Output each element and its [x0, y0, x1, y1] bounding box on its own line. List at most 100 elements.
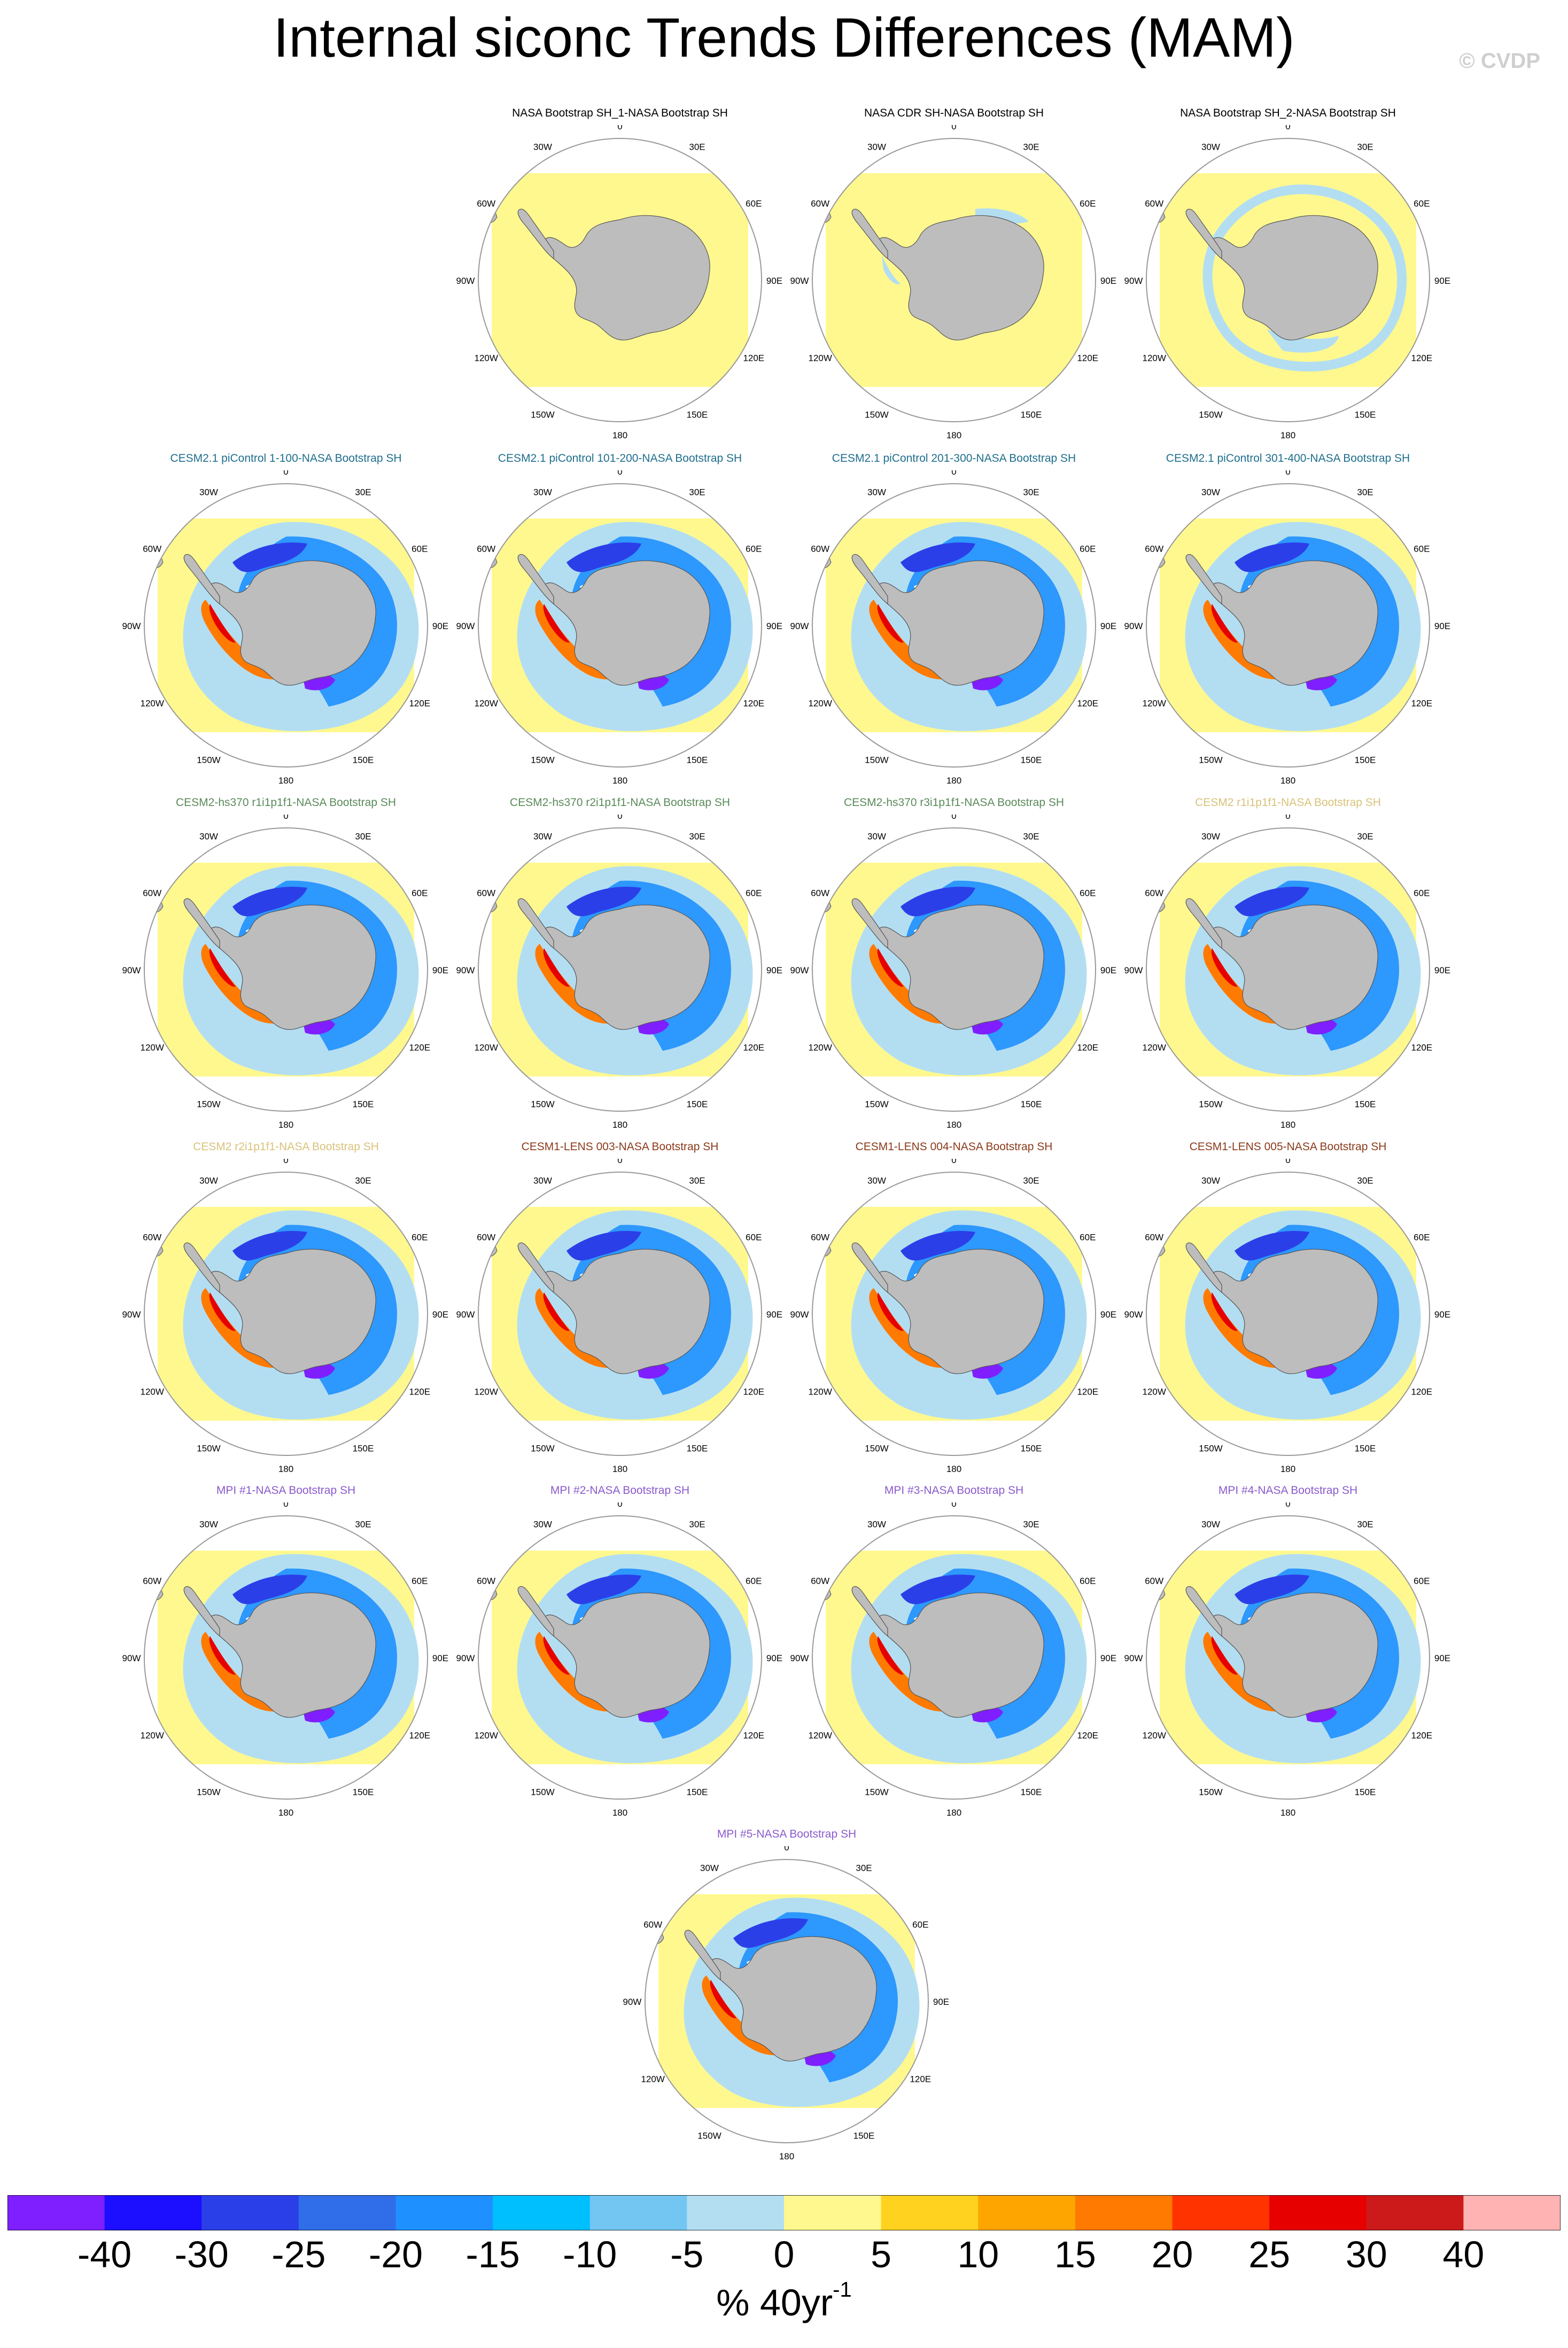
ice-increase-strong [543, 1636, 570, 1675]
colorbar-tick-label: 5 [871, 2234, 892, 2275]
map-panel: CESM2.1 piControl 1-100-NASA Bootstrap S… [115, 452, 457, 784]
colorbar-units: % 40yr-1 [0, 2278, 1568, 2324]
longitude-label: 150W [1199, 1099, 1222, 1109]
longitude-label: 90E [1100, 1653, 1116, 1663]
antarctic-peninsula [517, 554, 554, 605]
longitude-label: 60E [746, 199, 762, 209]
panel-title: CESM2-hs370 r2i1p1f1-NASA Bootstrap SH [509, 796, 731, 809]
map-panel: MPI #4-NASA Bootstrap SH 0 30E 60E 90E 120E 15… [1117, 1484, 1459, 1816]
antarctic-peninsula [851, 554, 888, 605]
longitude-label: 120E [1077, 699, 1098, 709]
tasmania [416, 1071, 426, 1078]
tasmania [416, 1759, 426, 1766]
colorbar-tick-label: 40 [1442, 2234, 1485, 2275]
longitude-label: 150E [687, 1099, 708, 1109]
longitude-label: 150W [197, 755, 220, 765]
ice-increase-strong [209, 1636, 236, 1675]
ice-decrease-strong [232, 887, 307, 917]
longitude-label: 180 [946, 430, 961, 438]
longitude-label: 150E [1355, 1099, 1376, 1109]
longitude-label: 30E [1023, 832, 1039, 842]
colorbar-swatch [298, 2195, 397, 2230]
map-panel: CESM1-LENS 003-NASA Bootstrap SH 0 30E 60E 9… [449, 1141, 791, 1472]
longitude-label: 180 [612, 430, 627, 438]
polar-map: 0 30E 60E 90E 120E 150E 180 150W 120W 90W 60W 30W [1124, 125, 1451, 438]
colorbar-tick-label: -25 [271, 2234, 326, 2275]
longitude-label: 60W [143, 888, 161, 898]
longitude-label: 30E [689, 487, 705, 498]
longitude-label: 120E [409, 1731, 430, 1741]
antarctica-landmass [544, 560, 710, 686]
longitude-label: 120W [474, 1731, 498, 1741]
antarctic-peninsula [183, 554, 220, 605]
map-panel: CESM2-hs370 r3i1p1f1-NASA Bootstrap SH 0 3… [783, 796, 1125, 1128]
longitude-label: 120W [808, 1043, 832, 1053]
antarctica-landmass [710, 1936, 877, 2062]
longitude-label: 150E [1355, 1787, 1376, 1797]
longitude-label: 180 [946, 1464, 961, 1472]
longitude-label: 30E [1357, 1176, 1373, 1186]
map-boundary [478, 1172, 762, 1456]
antarctic-peninsula [517, 898, 554, 949]
longitude-label: 30E [1357, 142, 1373, 152]
ice-increase-strong [1211, 604, 1238, 643]
ice-increase-strong [877, 604, 904, 643]
colorbar-swatch [395, 2195, 493, 2230]
longitude-label: 120W [474, 699, 498, 709]
tasmania [1418, 1759, 1428, 1766]
tasmania [1084, 1071, 1094, 1078]
longitude-label: 90W [456, 276, 475, 286]
longitude-label: 30W [867, 832, 886, 842]
longitude-label: 0 [283, 1159, 288, 1165]
longitude-label: 30W [867, 1176, 886, 1186]
colorbar-tick-label: -5 [670, 2234, 704, 2275]
map-panel: MPI #3-NASA Bootstrap SH 0 30E 60E 90E 120E 15… [783, 1484, 1125, 1816]
longitude-label: 120W [140, 1387, 164, 1397]
longitude-label: 120E [1411, 1043, 1432, 1053]
map-panel: MPI #5-NASA Bootstrap SH 0 30E 60E 90E 120E 15… [616, 1828, 958, 2159]
map-panel: CESM1-LENS 004-NASA Bootstrap SH 0 30E 60E 9… [783, 1141, 1125, 1472]
antarctic-peninsula [1185, 1586, 1222, 1637]
map-panel: CESM2.1 piControl 101-200-NASA Bootstrap… [449, 452, 791, 784]
panel-title: MPI #1-NASA Bootstrap SH [216, 1484, 356, 1497]
polar-map: 0 30E 60E 90E 120E 150E 180 150W 120W 90W 60W 30W [790, 1159, 1117, 1472]
longitude-label: 0 [617, 815, 622, 821]
longitude-label: 90E [432, 965, 448, 975]
longitude-label: 120W [808, 1731, 832, 1741]
colorbar-tick-label: 30 [1345, 2234, 1387, 2275]
colorbar-swatch [104, 2195, 202, 2230]
longitude-label: 120E [409, 1043, 430, 1053]
longitude-label: 60E [412, 1233, 428, 1243]
longitude-label: 120E [409, 1387, 430, 1397]
longitude-label: 0 [283, 470, 288, 477]
longitude-label: 30E [1023, 1176, 1039, 1186]
longitude-label: 30W [1201, 1520, 1220, 1530]
longitude-label: 30W [199, 487, 218, 498]
antarctic-peninsula [851, 208, 888, 260]
tasmania [750, 1415, 760, 1422]
colorbar-tick-label: 0 [773, 2234, 795, 2275]
ice-decrease-strong [1235, 1231, 1309, 1261]
polar-map: 0 30E 60E 90E 120E 150E 180 150W 120W 90W 60W 30W [456, 470, 783, 784]
longitude-label: 120E [1411, 1387, 1432, 1397]
longitude-label: 150W [865, 755, 888, 765]
longitude-label: 90E [1100, 276, 1116, 286]
longitude-label: 120W [641, 2074, 664, 2084]
longitude-label: 150W [531, 1099, 554, 1109]
antarctica-landmass [878, 1592, 1044, 1718]
map-panel: NASA Bootstrap SH_1-NASA Bootstrap SH 0 30… [449, 107, 791, 438]
longitude-label: 120E [910, 2074, 931, 2084]
longitude-label: 120W [140, 1731, 164, 1741]
longitude-label: 60W [811, 888, 829, 898]
map-panel: CESM2.1 piControl 301-400-NASA Bootstrap… [1117, 452, 1459, 784]
antarctica-landmass [1212, 904, 1378, 1030]
longitude-label: 120W [140, 699, 164, 709]
map-panel: CESM2 r2i1p1f1-NASA Bootstrap SH 0 30E 60E 9… [115, 1141, 457, 1472]
longitude-label: 30E [689, 1520, 705, 1530]
longitude-label: 60W [811, 544, 829, 554]
longitude-label: 30W [867, 142, 886, 152]
longitude-label: 0 [283, 815, 288, 821]
ice-decrease-strong [1235, 1575, 1309, 1605]
map-panel: MPI #1-NASA Bootstrap SH 0 30E 60E 90E 120E 15… [115, 1484, 457, 1816]
longitude-label: 30W [867, 1520, 886, 1530]
